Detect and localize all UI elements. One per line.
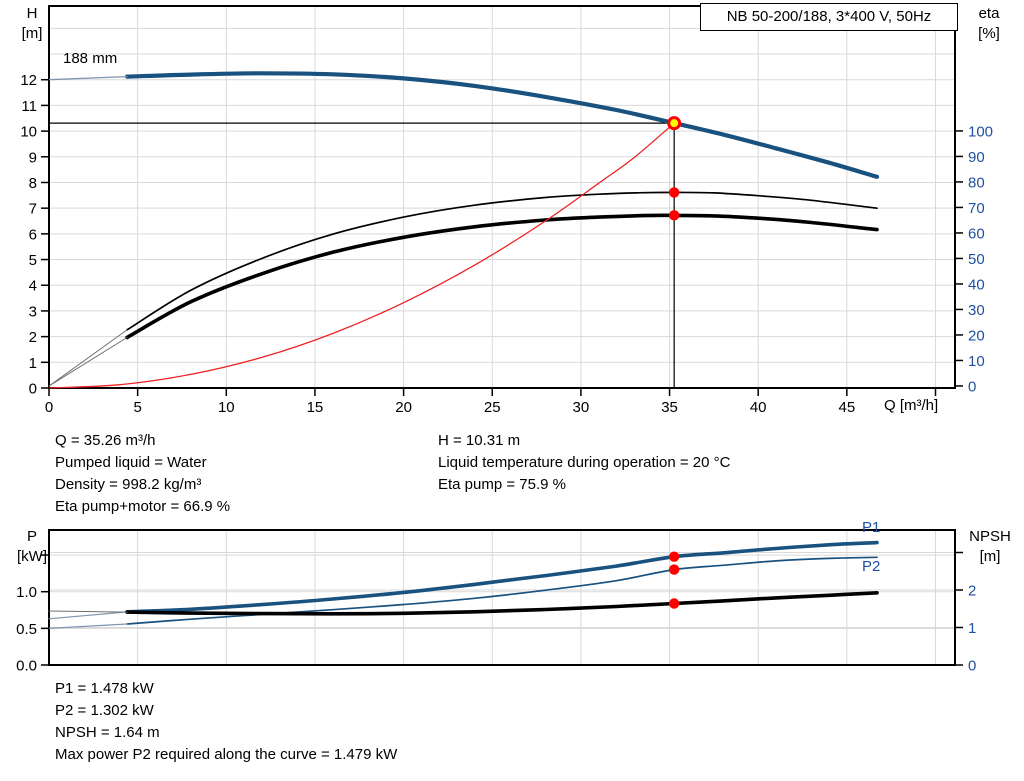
- info-liquid-temp: Liquid temperature during operation = 20…: [438, 454, 731, 471]
- eta-axis-name: eta: [978, 5, 1000, 22]
- qh-curve-lead: [48, 75, 128, 81]
- info-density: Density = 998.2 kg/m³: [55, 476, 202, 493]
- duty-info-left: Q = 35.26 m³/h Pumped liquid = Water Den…: [55, 430, 230, 518]
- y-left-tick-label: 7: [29, 201, 37, 218]
- y-right-tick-label: 50: [968, 251, 985, 268]
- info-eta-pump-motor: Eta pump+motor = 66.9 %: [55, 498, 231, 515]
- y-right-tick-label: 100: [968, 123, 993, 140]
- x-tick-label: 10: [218, 399, 235, 416]
- eta-pump-dot: [668, 187, 680, 198]
- plot-border: [48, 529, 956, 666]
- y-right-tick-label: 40: [968, 276, 985, 293]
- npsh-axis-name: NPSH: [969, 528, 1011, 545]
- y-right-tick-label: 1: [968, 620, 976, 637]
- y-left-tick-label: 8: [29, 175, 37, 192]
- p1-lead: [48, 611, 128, 620]
- info-eta-pump: Eta pump = 75.9 %: [438, 476, 566, 493]
- info-q: Q = 35.26 m³/h: [55, 432, 156, 449]
- x-tick-label: 35: [661, 399, 678, 416]
- npsh-axis-header: NPSH [m]: [960, 527, 1020, 567]
- pump-title-box: NB 50-200/188, 3*400 V, 50Hz: [700, 3, 958, 31]
- eta-pump-lead: [48, 329, 128, 387]
- y-left-tick-label: 5: [29, 252, 37, 269]
- p1-curve-label: P1: [862, 519, 881, 536]
- info-npsh: NPSH = 1.64 m: [55, 724, 160, 741]
- h-axis-name: H: [26, 5, 38, 22]
- npsh-curve: [125, 591, 879, 616]
- x-tick-label: 30: [573, 399, 590, 416]
- p2-lead: [48, 623, 128, 629]
- y-left-tick-label: 6: [29, 226, 37, 243]
- eta-axis-header: eta [%]: [962, 4, 1016, 44]
- y-right-tick-label: 10: [968, 353, 985, 370]
- h-axis-header: H [m]: [10, 4, 54, 44]
- x-tick-label: 15: [307, 399, 324, 416]
- y-right-tick-label: 60: [968, 225, 985, 242]
- y-left-tick-label: 0: [29, 381, 37, 398]
- x-tick-label: 0: [45, 399, 53, 416]
- info-pumped-liquid: Pumped liquid = Water: [55, 454, 207, 471]
- y-right-tick-label: 20: [968, 327, 985, 344]
- y-right-tick-label: 0: [968, 658, 976, 675]
- eta-pump-motor-lead: [48, 337, 128, 387]
- x-tick-label: 20: [395, 399, 412, 416]
- impeller-diameter-label: 188 mm: [63, 50, 118, 67]
- y-right-tick-label: 0: [968, 378, 976, 395]
- x-tick-label: 40: [750, 399, 767, 416]
- p1-curve: [125, 540, 879, 614]
- y-left-tick-label: 10: [20, 124, 37, 141]
- p-axis-header: P [kW]: [10, 527, 54, 567]
- eta-pump-motor-dot: [668, 210, 680, 221]
- q-axis-label: Q [m³/h]: [884, 397, 939, 414]
- x-tick-label: 45: [839, 399, 856, 416]
- duty-point[interactable]: [667, 116, 682, 131]
- y-left-tick-label: 0.0: [16, 658, 37, 675]
- npsh-axis-unit: [m]: [979, 548, 1001, 565]
- info-p2: P2 = 1.302 kW: [55, 702, 154, 719]
- p1-dot: [668, 551, 680, 562]
- y-right-tick-label: 2: [968, 583, 976, 600]
- x-tick-label: 5: [133, 399, 141, 416]
- p2-dot: [668, 564, 680, 575]
- y-right-tick-label: 70: [968, 200, 985, 217]
- y-left-tick-label: 3: [29, 303, 37, 320]
- y-left-tick-label: 9: [29, 149, 37, 166]
- system-curve: [48, 122, 675, 389]
- plot-border: [48, 5, 956, 389]
- y-right-tick-label: 80: [968, 174, 985, 191]
- npsh-lead: [48, 610, 128, 613]
- result-info: P1 = 1.478 kW P2 = 1.302 kW NPSH = 1.64 …: [55, 678, 397, 766]
- qh-curve: [124, 71, 880, 179]
- info-max-power: Max power P2 required along the curve = …: [55, 746, 398, 763]
- eta-axis-unit: [%]: [978, 25, 1000, 42]
- p-axis-name: P: [26, 528, 37, 545]
- info-h: H = 10.31 m: [438, 432, 521, 449]
- y-left-tick-label: 12: [20, 72, 37, 89]
- npsh-dot: [668, 598, 680, 609]
- info-p1: P1 = 1.478 kW: [55, 680, 154, 697]
- y-left-tick-label: 11: [21, 98, 37, 115]
- y-left-tick-label: 0.5: [16, 621, 37, 638]
- y-left-tick-label: 4: [29, 278, 37, 295]
- h-axis-unit: [m]: [21, 25, 43, 42]
- duty-info-right: H = 10.31 m Liquid temperature during op…: [438, 430, 730, 496]
- p2-curve-label: P2: [862, 558, 881, 575]
- eta-pump-curve: [126, 191, 878, 331]
- x-tick-label: 25: [484, 399, 501, 416]
- y-left-tick-label: 1.0: [16, 584, 37, 601]
- p-axis-unit: [kW]: [17, 548, 47, 565]
- y-right-tick-label: 90: [968, 149, 985, 166]
- y-right-tick-label: 30: [968, 302, 985, 319]
- y-left-tick-label: 2: [29, 329, 37, 346]
- y-left-tick-label: 1: [29, 355, 37, 372]
- eta-pump-motor-curve: [125, 213, 879, 340]
